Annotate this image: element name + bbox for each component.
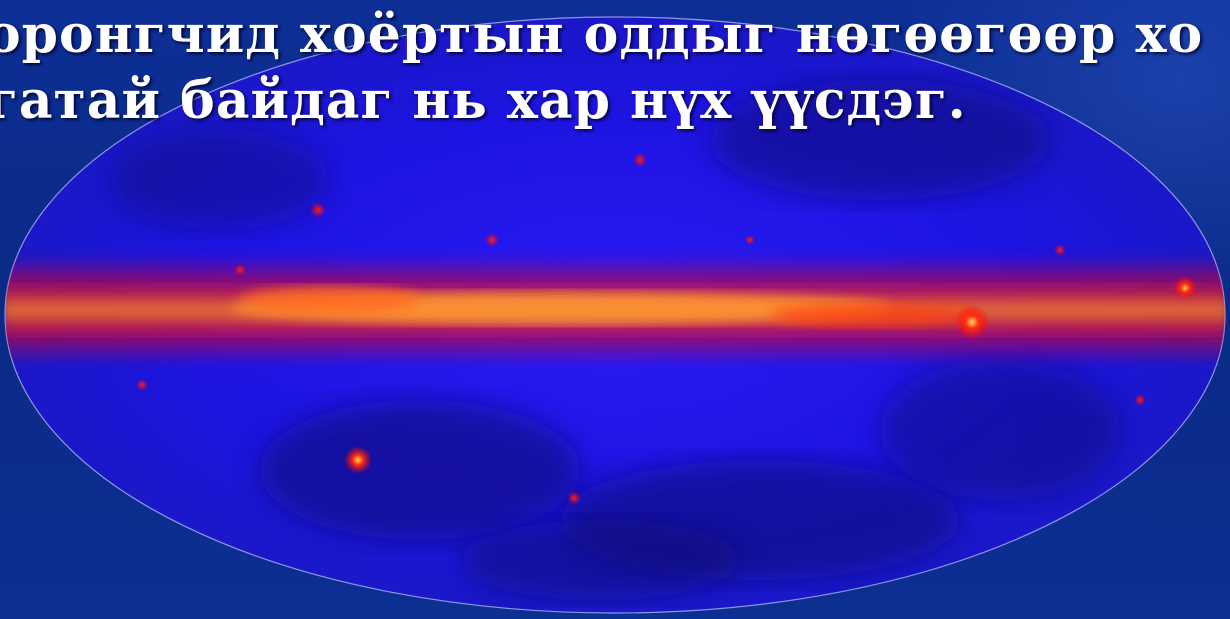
caption-line-1: оронгчид хоёртын оддыг нөгөөгөөр хо [0, 4, 1204, 65]
galactic-plane-band [5, 255, 1225, 365]
bright-sources [136, 153, 1197, 505]
caption-line-2: гатай байдаг нь хар нүх үүсдэг. [0, 70, 967, 131]
slide-caption: оронгчид хоёртын оддыг нөгөөгөөр хо гата… [0, 2, 1203, 134]
dark-mottling [110, 80, 1120, 600]
